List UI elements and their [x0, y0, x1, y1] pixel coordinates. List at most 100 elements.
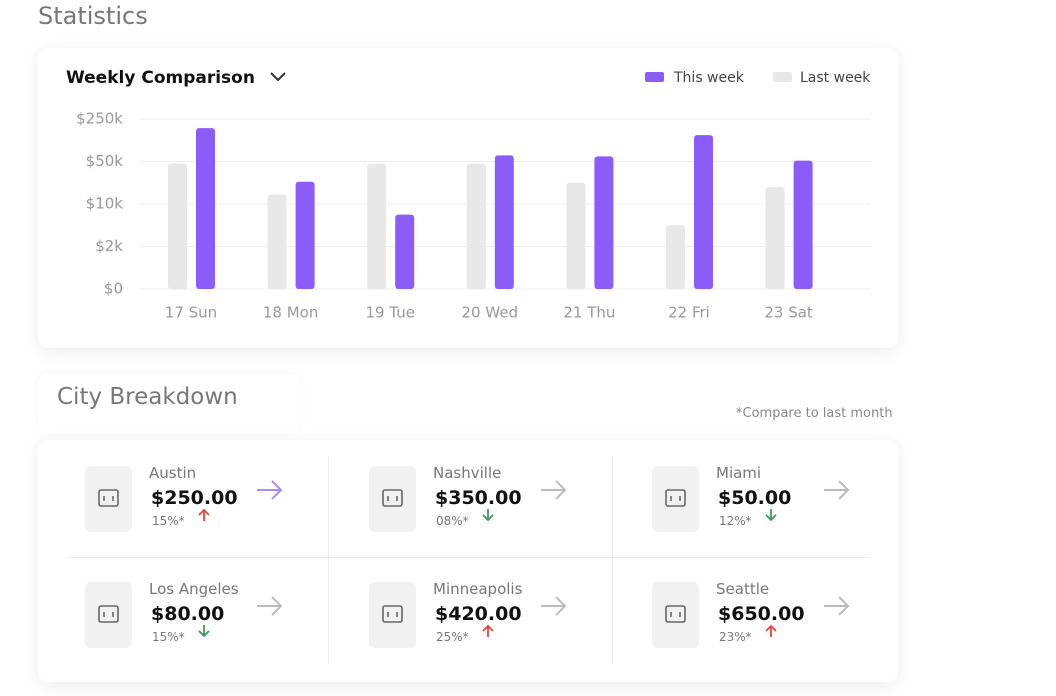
city-cell: Nashville $350.00 08%* — [351, 456, 611, 556]
arrow-glyph[interactable] — [255, 478, 285, 502]
trend-glyph — [765, 624, 777, 637]
city-icon — [85, 466, 132, 532]
trend-glyph — [198, 508, 210, 521]
icon-glyph — [665, 489, 686, 507]
icon-glyph — [98, 489, 119, 507]
trend-arrow — [481, 508, 495, 526]
legend-label: This week — [673, 70, 745, 86]
go-arrow[interactable] — [822, 478, 852, 506]
city-name: Seattle — [716, 580, 770, 598]
arrow-glyph[interactable] — [255, 594, 285, 618]
bar — [494, 155, 514, 289]
city-change: 12%* — [719, 514, 752, 528]
trend-glyph — [482, 624, 494, 637]
section-tab — [38, 374, 300, 434]
x-tick-label: 18 Mon — [263, 304, 318, 322]
x-tick-label: 20 Wed — [462, 304, 519, 322]
icon-glyph — [665, 605, 686, 623]
city-icon — [652, 466, 699, 532]
page-title: Statistics — [38, 2, 148, 30]
city-icon — [369, 466, 416, 532]
y-tick-label: $50k — [86, 152, 124, 170]
city-amount: $250.00 — [151, 487, 238, 509]
x-tick-label: 22 Fri — [668, 304, 710, 322]
icon-glyph — [382, 489, 403, 507]
bar — [566, 182, 586, 289]
go-arrow[interactable] — [539, 478, 569, 506]
trend-glyph — [482, 509, 494, 522]
trend-arrow — [481, 624, 495, 642]
arrow-glyph[interactable] — [822, 594, 852, 618]
go-arrow[interactable] — [822, 594, 852, 622]
city-name: Los Angeles — [149, 580, 239, 598]
city-change: 08%* — [436, 514, 469, 528]
legend-swatch — [773, 72, 792, 82]
note: *Compare to last month — [736, 406, 893, 421]
go-arrow[interactable] — [539, 594, 569, 622]
arrow-glyph[interactable] — [539, 594, 569, 618]
city-amount: $420.00 — [435, 603, 522, 625]
go-arrow[interactable] — [255, 478, 285, 506]
trend-arrow — [197, 508, 211, 526]
bar — [295, 181, 315, 289]
city-icon — [85, 582, 132, 648]
x-tick-label: 17 Sun — [165, 304, 217, 322]
bar — [267, 194, 287, 289]
arrow-glyph[interactable] — [822, 478, 852, 502]
city-name: Austin — [149, 464, 197, 482]
trend-glyph — [198, 625, 210, 638]
bar — [694, 135, 713, 289]
bar — [765, 187, 785, 289]
city-icon — [369, 582, 416, 648]
chart-title: Weekly Comparison — [66, 68, 255, 88]
city-cell: Minneapolis $420.00 25%* — [351, 572, 611, 672]
city-amount: $650.00 — [718, 603, 805, 625]
bar — [666, 225, 685, 289]
bar — [594, 156, 614, 289]
legend-label: Last week — [800, 70, 871, 86]
city-name: Miami — [716, 464, 762, 482]
bar — [395, 214, 415, 289]
city-card: Austin $250.00 15%* Nashville $350.00 08%* Mia… — [38, 440, 898, 682]
icon-glyph — [382, 605, 403, 623]
y-tick-label: $2k — [95, 237, 123, 255]
city-cell: Seattle $650.00 23%* — [634, 572, 894, 672]
city-name: Minneapolis — [433, 580, 523, 598]
chart: Weekly Comparison $0 $2k $10k $50k $250k 17 S… — [66, 68, 871, 322]
city-change: 15%* — [152, 514, 185, 528]
city-cell: Austin $250.00 15%* — [67, 456, 327, 556]
trend-glyph — [765, 509, 777, 522]
go-arrow[interactable] — [255, 594, 285, 622]
city-change: 15%* — [152, 630, 185, 644]
trend-arrow — [764, 508, 778, 526]
y-tick-label: $0 — [104, 280, 123, 298]
divider — [67, 557, 870, 558]
trend-arrow — [764, 624, 778, 642]
city-amount: $80.00 — [151, 603, 225, 625]
divider — [328, 456, 329, 664]
city-name: Nashville — [433, 464, 502, 482]
city-change: 23%* — [719, 630, 752, 644]
bar — [196, 128, 215, 289]
x-tick-label: 19 Tue — [365, 304, 414, 322]
bar — [466, 163, 486, 289]
city-change: 25%* — [436, 630, 469, 644]
y-tick-label: $250k — [76, 110, 123, 128]
city-icon — [652, 582, 699, 648]
divider — [612, 456, 613, 664]
x-tick-label: 21 Thu — [563, 304, 615, 322]
bar — [793, 160, 813, 289]
city-amount: $350.00 — [435, 487, 522, 509]
arrow-glyph[interactable] — [539, 478, 569, 502]
trend-arrow — [197, 624, 211, 642]
city-amount: $50.00 — [718, 487, 792, 509]
y-tick-label: $10k — [86, 195, 124, 213]
city-cell: Miami $50.00 12%* — [634, 456, 894, 556]
city-cell: Los Angeles $80.00 15%* — [67, 572, 327, 672]
bar — [168, 163, 187, 289]
dropdown-chevron[interactable] — [270, 72, 286, 82]
bar — [367, 163, 387, 289]
x-tick-label: 23 Sat — [764, 304, 813, 322]
section-title: City Breakdown — [57, 384, 238, 410]
